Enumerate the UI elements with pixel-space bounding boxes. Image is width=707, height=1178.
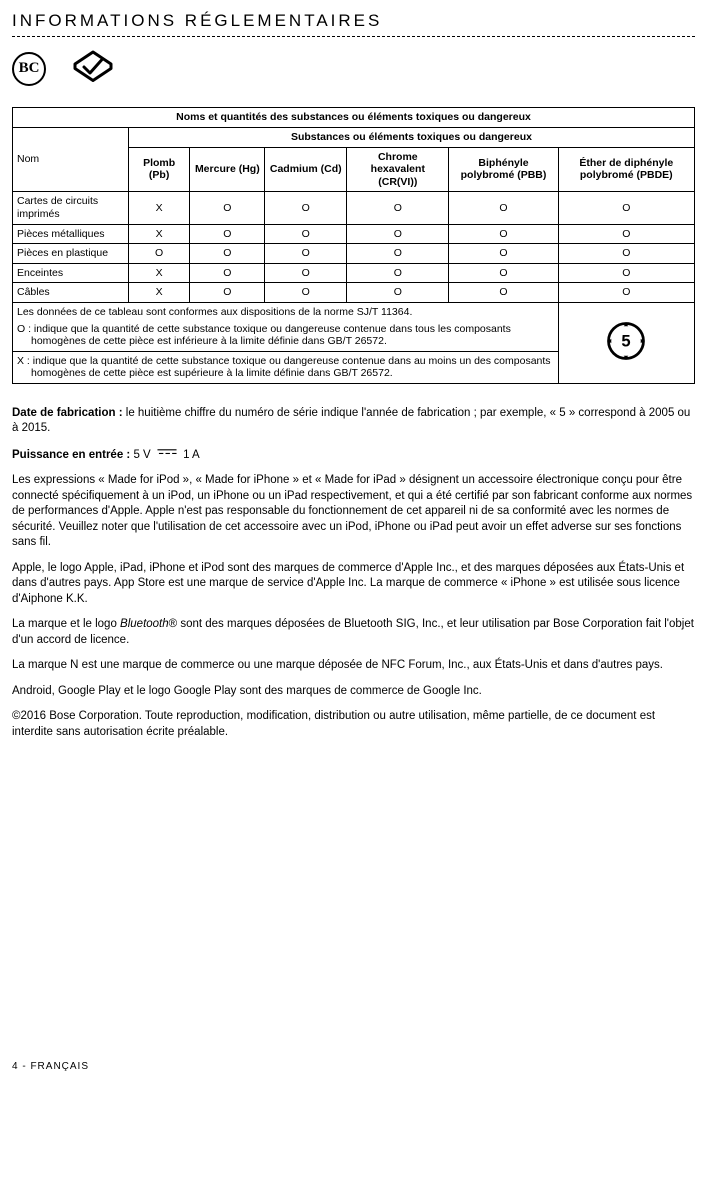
table-row: Enceintes X O O O O O bbox=[13, 263, 695, 283]
cell: O bbox=[449, 192, 558, 224]
cell: O bbox=[128, 244, 189, 264]
bc-icon: BC bbox=[12, 52, 46, 86]
table-title-row: Noms et quantités des substances ou élém… bbox=[13, 108, 695, 128]
made-for-text: Les expressions « Made for iPod », « Mad… bbox=[12, 473, 695, 551]
cell: O bbox=[449, 244, 558, 264]
table-subheader-row: Nom Substances ou éléments toxiques ou d… bbox=[13, 127, 695, 147]
column-header-name: Nom bbox=[13, 127, 129, 191]
cell: O bbox=[190, 224, 265, 244]
table-row: Pièces en plastique O O O O O O bbox=[13, 244, 695, 264]
regulatory-tick-icon bbox=[70, 49, 116, 89]
bt-pre: La marque et le logo bbox=[12, 618, 120, 630]
cell: O bbox=[265, 263, 347, 283]
page-footer: 4 - FRANÇAIS bbox=[12, 1060, 695, 1073]
title-divider bbox=[12, 36, 695, 37]
note-conform: Les données de ce tableau sont conformes… bbox=[17, 306, 412, 318]
cell: O bbox=[265, 244, 347, 264]
table-row: Pièces métalliques X O O O O O bbox=[13, 224, 695, 244]
cell: O bbox=[449, 263, 558, 283]
body-text: Date de fabrication : le huitième chiffr… bbox=[12, 406, 695, 741]
dc-symbol-icon bbox=[156, 447, 178, 463]
cell: O bbox=[347, 263, 449, 283]
row-label: Enceintes bbox=[13, 263, 129, 283]
notes-row: Les données de ce tableau sont conformes… bbox=[13, 302, 695, 351]
date-fab-label: Date de fabrication : bbox=[12, 407, 123, 419]
cell: O bbox=[347, 224, 449, 244]
cell: X bbox=[128, 192, 189, 224]
recycle-badge-cell: 5 bbox=[558, 302, 694, 383]
note-x: X : indique que la quantité de cette sub… bbox=[17, 355, 554, 380]
cell: O bbox=[558, 192, 694, 224]
copyright-text: ©2016 Bose Corporation. Toute reproducti… bbox=[12, 709, 695, 740]
table-row: Cartes de circuits imprimés X O O O O O bbox=[13, 192, 695, 224]
bluetooth-text: La marque et le logo Bluetooth® sont des… bbox=[12, 617, 695, 648]
page-title: INFORMATIONS RÉGLEMENTAIRES bbox=[12, 10, 695, 32]
recycle-5-icon: 5 bbox=[563, 318, 690, 368]
notes-cell: Les données de ce tableau sont conformes… bbox=[13, 302, 559, 351]
row-label: Pièces métalliques bbox=[13, 224, 129, 244]
compliance-icons: BC bbox=[12, 49, 695, 89]
col-crvi: Chrome hexavalent (CR(VI)) bbox=[347, 147, 449, 192]
cell: O bbox=[347, 283, 449, 303]
notes-cell-x: X : indique que la quantité de cette sub… bbox=[13, 351, 559, 383]
row-label: Pièces en plastique bbox=[13, 244, 129, 264]
col-pbde: Éther de diphényle polybromé (PBDE) bbox=[558, 147, 694, 192]
col-hg: Mercure (Hg) bbox=[190, 147, 265, 192]
date-fabrication: Date de fabrication : le huitième chiffr… bbox=[12, 406, 695, 437]
cell: O bbox=[265, 192, 347, 224]
substances-subheader: Substances ou éléments toxiques ou dange… bbox=[128, 127, 694, 147]
cell: O bbox=[265, 283, 347, 303]
table-row: Câbles X O O O O O bbox=[13, 283, 695, 303]
cell: O bbox=[558, 263, 694, 283]
cell: O bbox=[449, 224, 558, 244]
nfc-text: La marque N est une marque de commerce o… bbox=[12, 658, 695, 674]
row-label: Câbles bbox=[13, 283, 129, 303]
cell: O bbox=[265, 224, 347, 244]
cell: O bbox=[190, 244, 265, 264]
bt-word: Bluetooth bbox=[120, 618, 169, 630]
power-input: Puissance en entrée : 5 V 1 A bbox=[12, 447, 695, 463]
cell: X bbox=[128, 263, 189, 283]
table-title: Noms et quantités des substances ou élém… bbox=[13, 108, 695, 128]
cell: O bbox=[558, 283, 694, 303]
note-o: O : indique que la quantité de cette sub… bbox=[17, 323, 554, 348]
cell: O bbox=[190, 263, 265, 283]
android-text: Android, Google Play et le logo Google P… bbox=[12, 684, 695, 700]
cell: O bbox=[347, 244, 449, 264]
col-cd: Cadmium (Cd) bbox=[265, 147, 347, 192]
power-label: Puissance en entrée : bbox=[12, 449, 130, 461]
cell: O bbox=[190, 283, 265, 303]
cell: X bbox=[128, 224, 189, 244]
cell: O bbox=[347, 192, 449, 224]
svg-text:5: 5 bbox=[622, 332, 631, 351]
cell: O bbox=[558, 224, 694, 244]
power-a: 1 A bbox=[180, 449, 200, 461]
toxic-substances-table: Noms et quantités des substances ou élém… bbox=[12, 107, 695, 384]
cell: X bbox=[128, 283, 189, 303]
cell: O bbox=[558, 244, 694, 264]
col-pbb: Biphényle polybromé (PBB) bbox=[449, 147, 558, 192]
cell: O bbox=[449, 283, 558, 303]
cell: O bbox=[190, 192, 265, 224]
power-v: 5 V bbox=[130, 449, 154, 461]
apple-trademark-text: Apple, le logo Apple, iPad, iPhone et iP… bbox=[12, 561, 695, 608]
col-pb: Plomb (Pb) bbox=[128, 147, 189, 192]
row-label: Cartes de circuits imprimés bbox=[13, 192, 129, 224]
